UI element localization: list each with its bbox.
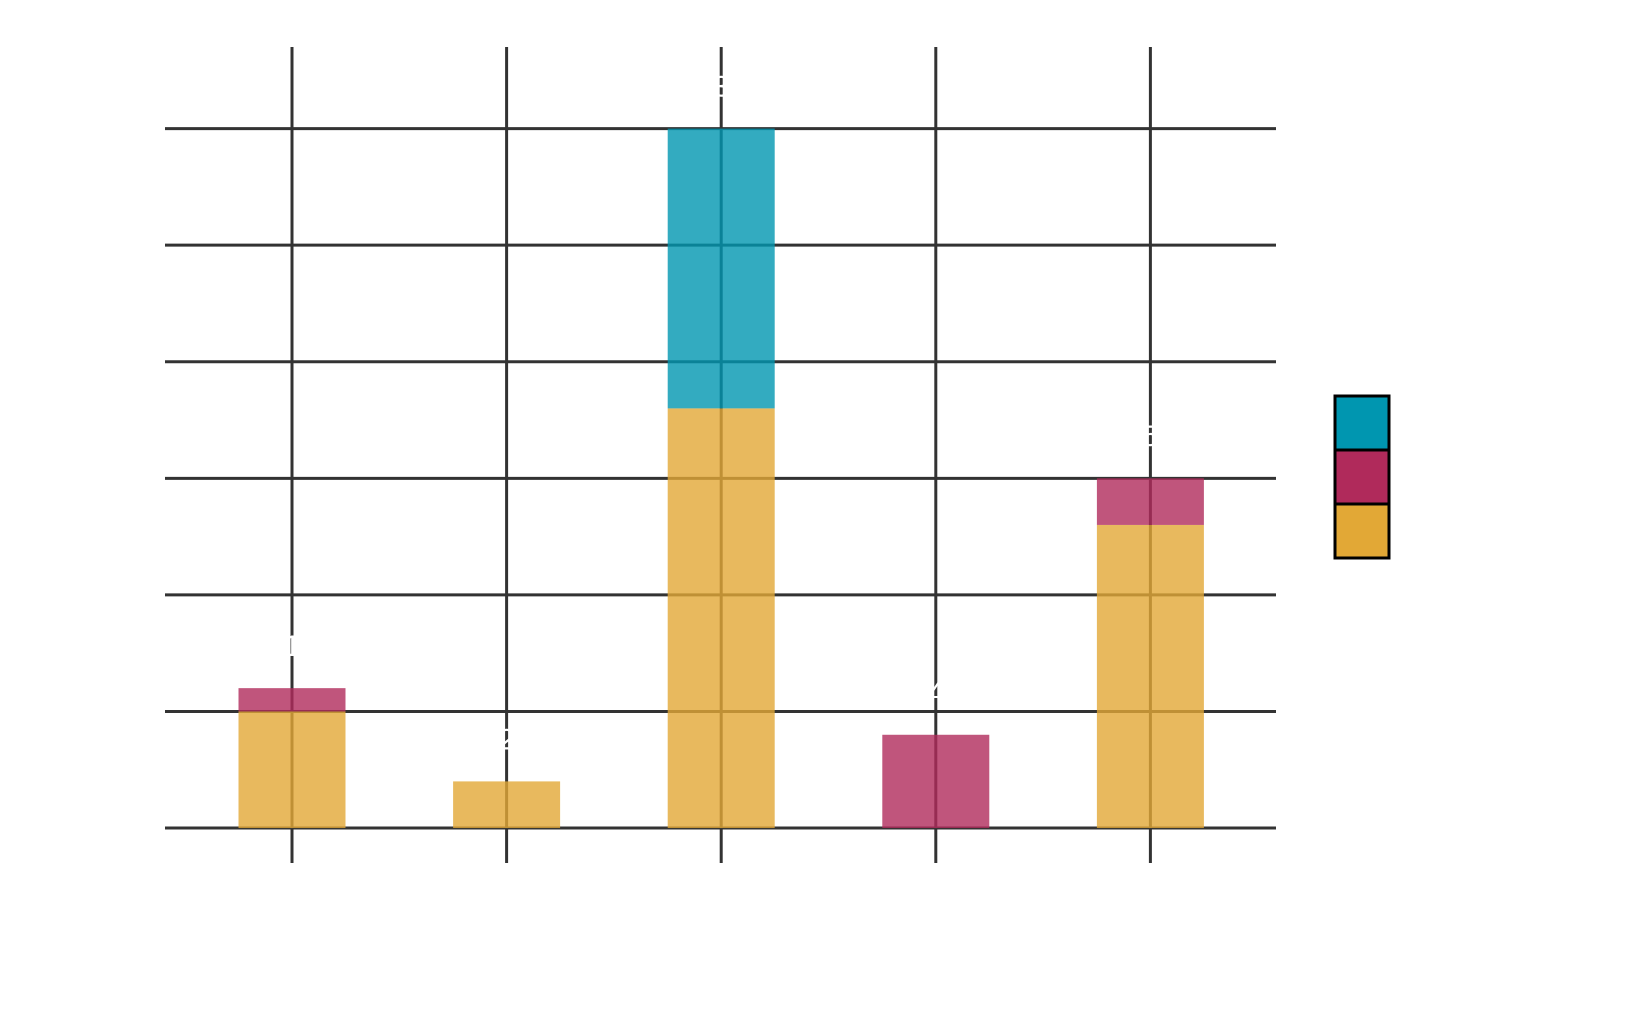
- bar-segment: [453, 781, 561, 829]
- bar-segment: [1096, 478, 1204, 525]
- bar-segment: [1096, 524, 1204, 829]
- legend-swatch: [1333, 394, 1391, 452]
- y-tick-label: 3: [138, 460, 155, 493]
- y-tick-label: 2: [138, 577, 155, 610]
- y-tick-label: 4: [138, 344, 155, 377]
- category-label: 2: [498, 723, 515, 756]
- bar-segment: [667, 408, 775, 829]
- legend-swatch: [1333, 448, 1391, 506]
- category-label: 1: [284, 630, 301, 663]
- category-label: 3: [713, 71, 730, 104]
- category-label: 4: [927, 677, 944, 710]
- bar-segment: [667, 128, 775, 409]
- y-tick-label: 5: [138, 227, 155, 260]
- bar-segment: [238, 711, 346, 829]
- y-tick-label: 1: [138, 693, 155, 726]
- legend-swatch: [1333, 502, 1391, 560]
- category-label: 5: [1142, 420, 1159, 453]
- bar-segment: [882, 734, 990, 829]
- y-tick-label: 6: [138, 111, 155, 144]
- bar-segment: [238, 688, 346, 712]
- y-tick-label: 0: [138, 810, 155, 843]
